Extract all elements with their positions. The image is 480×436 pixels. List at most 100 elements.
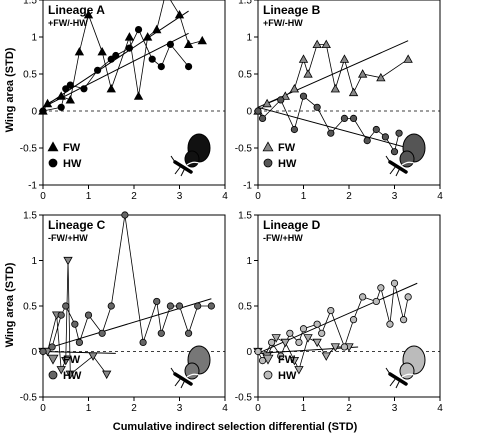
- trendline-hw: [257, 106, 409, 149]
- panel-subtitle: +FW/-HW: [263, 18, 303, 28]
- data-point-hw: HW (0.9, 0.1): [295, 338, 303, 346]
- data-point-hw: HW (2.3, 0.6): [359, 293, 367, 301]
- data-point-fw: FW (0.6, -0.25): [65, 370, 75, 380]
- data-point-hw: HW (0.5, 0.3): [62, 85, 70, 93]
- y-tick-label: -1: [243, 181, 252, 192]
- panel-subtitle: -FW/+HW: [48, 233, 88, 243]
- data-point-hw: HW (0, 0): [254, 347, 262, 356]
- x-tick-label: 1: [86, 403, 92, 414]
- data-point-fw: FW (0.8, 0.8): [74, 46, 85, 56]
- data-point-hw: HW (2.6, 0.55): [372, 297, 380, 306]
- panel-title: Lineage D: [263, 218, 321, 232]
- legend-marker-fw: [262, 354, 274, 365]
- insect-icon: [170, 345, 211, 389]
- y-tick-label: 0: [246, 107, 252, 118]
- data-point-fw: FW (0.2, 0.1): [262, 98, 272, 108]
- y-tick-label: 1.5: [238, 211, 252, 222]
- x-tick-label: 0: [40, 191, 46, 202]
- data-point-hw: HW (1.2, 0.55): [94, 66, 102, 74]
- data-point-hw: HW (3.3, 0.6): [404, 293, 412, 301]
- y-tick-label: 0.5: [238, 302, 252, 313]
- data-point-hw: HW (1.6, 0.75): [112, 51, 120, 60]
- data-point-hw: HW (2.4, -0.4): [363, 137, 371, 145]
- data-point-hw: HW (1.4, 0.2): [318, 329, 326, 337]
- y-tick-label: 0: [246, 347, 252, 358]
- data-point-fw: FW (1.5, 0.9): [321, 39, 331, 48]
- x-tick-label: 1: [86, 191, 92, 202]
- data-point-fw: FW (1.1, -0.05): [88, 352, 98, 361]
- data-point-fw: FW (0.5, -0.1): [61, 356, 71, 366]
- data-point-hw: HW (0, 0): [39, 107, 47, 115]
- legend: FW HW: [47, 354, 82, 382]
- data-point-hw: HW (0.8, 0.1): [75, 338, 84, 346]
- data-point-hw: HW (0.2, 0.05): [48, 343, 56, 351]
- y-tick-label: 1.5: [23, 211, 37, 222]
- y-tick-label: -0.5: [20, 393, 38, 404]
- legend-marker-hw: [48, 370, 58, 380]
- data-point-fw: FW (2.3, 0.5): [357, 69, 368, 78]
- data-point-fw: FW (1.7, 0.3): [330, 83, 341, 93]
- data-point-fw: FW (0.6, 0.15): [65, 95, 75, 104]
- x-axis-label: Cumulative indirect selection differenti…: [113, 421, 358, 433]
- legend-label-fw: FW: [63, 354, 81, 366]
- insect-icon: [385, 345, 426, 389]
- y-tick-label: -0.5: [20, 144, 38, 155]
- y-axis-label-top: Wing area (STD): [4, 47, 16, 132]
- data-point-fw: FW (1.3, 0.1): [312, 338, 322, 348]
- legend-label-hw: HW: [63, 370, 82, 382]
- legend-label-fw: FW: [278, 354, 296, 366]
- legend: FW HW: [47, 141, 82, 170]
- data-point-fw: FW (1.7, 0.05): [330, 343, 341, 352]
- data-point-fw: FW (2.1, 0.2): [133, 91, 144, 100]
- data-point-hw: HW (3.7, 0.5): [207, 302, 215, 310]
- data-point-hw: HW (2.8, 0.9): [166, 40, 174, 49]
- data-point-hw: HW (2.2, 0.1): [139, 338, 147, 346]
- data-point-hw: HW (0.7, 0.3): [71, 320, 79, 328]
- data-point-fw: FW (2.5, 1.1): [152, 24, 162, 34]
- data-point-hw: HW (0.5, -0.05): [277, 352, 285, 360]
- data-point-fw: FW (0.8, -0.1): [289, 356, 300, 366]
- data-point-hw: HW (1, 0.25): [299, 325, 308, 333]
- y-axis-label-bottom: Wing area (STD): [4, 262, 16, 347]
- data-point-fw: FW (0.1, 0.1): [42, 98, 53, 108]
- data-point-hw: HW (2.8, 0.5): [166, 302, 174, 310]
- legend-marker-hw: [263, 158, 273, 168]
- data-point-fw: FW (1.5, 0.3): [106, 83, 116, 93]
- data-point-fw: FW (0.4, 0.2): [56, 91, 66, 100]
- trendline-hw: [42, 32, 189, 108]
- trendline-hw: [257, 282, 418, 354]
- data-point-hw: HW (1.9, -0.1): [340, 114, 349, 123]
- data-point-hw: HW (1.6, -0.3): [327, 129, 335, 137]
- x-tick-label: 3: [177, 191, 183, 202]
- data-point-hw: HW (0, 0): [39, 347, 47, 356]
- data-point-hw: HW (1.5, 0.5): [107, 302, 115, 310]
- x-tick-label: 1: [301, 191, 307, 202]
- y-tick-label: -1: [28, 181, 37, 192]
- data-point-hw: HW (1.8, 1.5): [121, 211, 129, 219]
- data-point-hw: HW (2.6, 0.2): [157, 329, 165, 337]
- x-tick-label: 3: [177, 403, 183, 414]
- data-point-hw: HW (2.8, -0.35): [381, 133, 389, 141]
- data-point-hw: HW (3.2, 0.2): [185, 329, 193, 337]
- data-point-hw: HW (3, -0.55): [390, 148, 399, 156]
- data-point-hw: HW (0.4, 0.05): [57, 103, 65, 111]
- x-tick-label: 2: [131, 191, 137, 202]
- x-tick-label: 4: [222, 191, 228, 202]
- data-point-fw: FW (1, 1.3): [83, 9, 94, 19]
- data-point-hw: HW (0.4, 0.4): [57, 311, 65, 319]
- x-tick-label: 0: [255, 403, 261, 414]
- data-point-fw: FW (1.9, 0.7): [339, 54, 350, 63]
- data-point-hw: HW (2.9, 0.3): [386, 320, 394, 328]
- legend-marker-hw: [48, 158, 58, 168]
- data-point-fw: FW (0.4, -0.2): [56, 366, 66, 375]
- data-point-fw: FW (0.6, 0.1): [280, 338, 290, 348]
- data-point-hw: HW (1.9, 0.85): [125, 44, 134, 52]
- y-tick-label: 1: [31, 256, 37, 267]
- data-point-fw: FW (2.7, 0.45): [376, 72, 386, 82]
- data-point-hw: HW (3.2, 0.35): [399, 316, 408, 324]
- data-point-hw: HW (3.4, 0.5): [194, 302, 202, 310]
- panel-title: Lineage B: [263, 3, 321, 17]
- panel-1: 0 1 2 3 4-1-0.500.511.5FW (0, 0)FW (0.1, 0.1…: [20, 0, 228, 202]
- data-point-hw: HW (1.5, 0.7): [107, 55, 115, 63]
- insect-icon: [170, 133, 211, 177]
